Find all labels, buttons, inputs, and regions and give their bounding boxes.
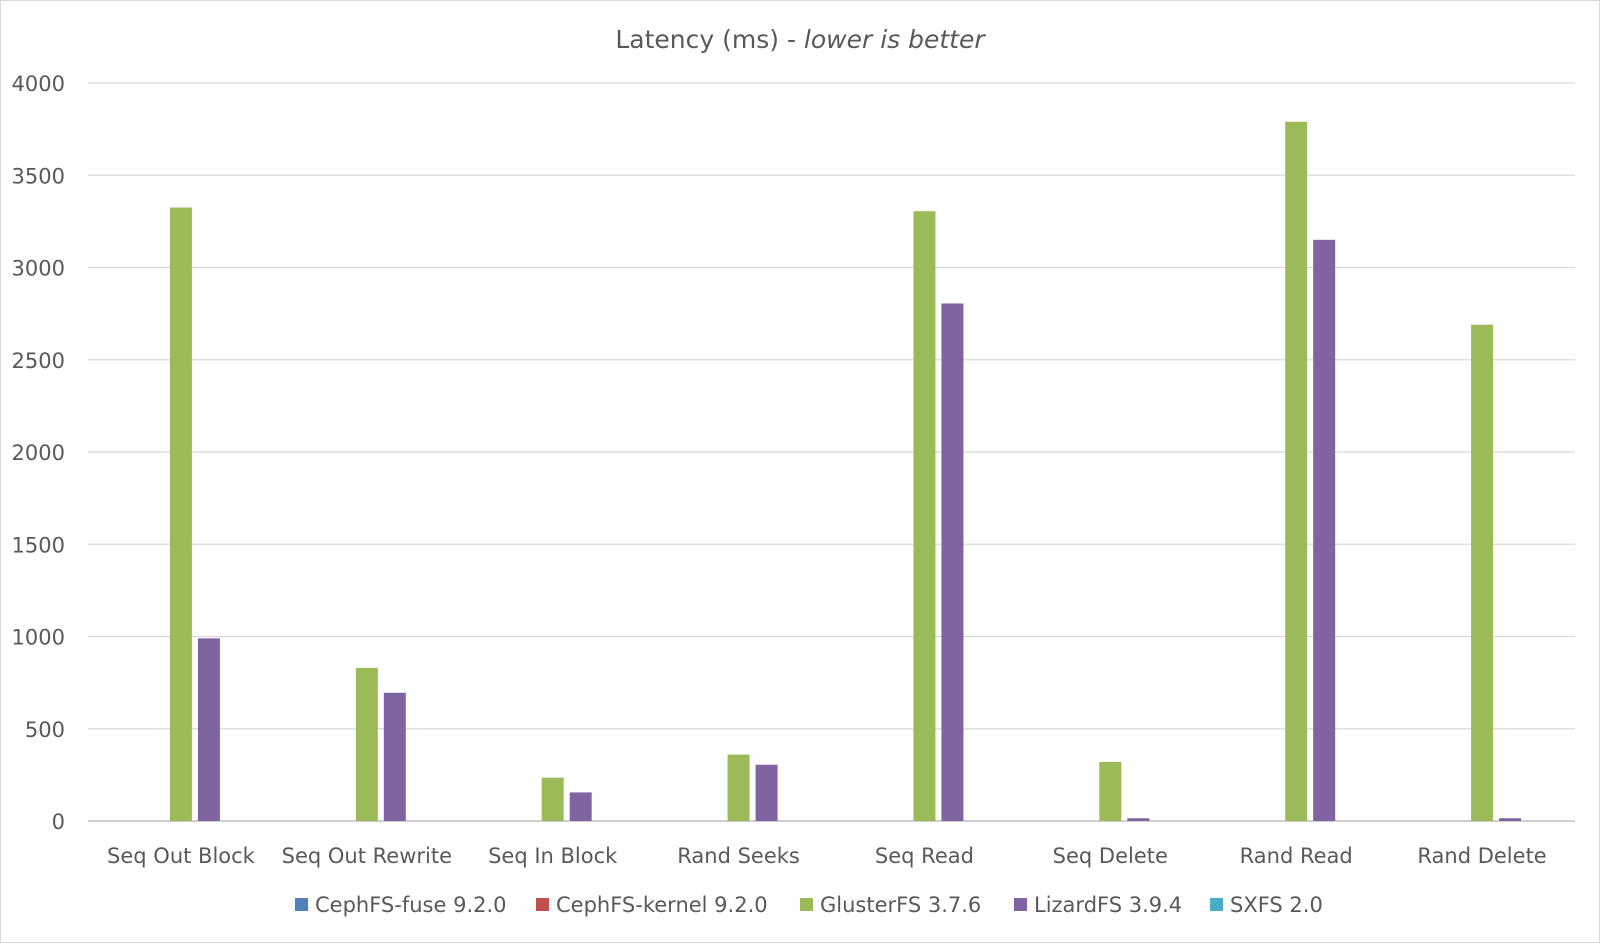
chart-title-main: Latency (ms) - bbox=[615, 25, 804, 54]
y-tick-label: 3500 bbox=[12, 164, 65, 188]
y-tick-label: 3000 bbox=[12, 257, 65, 281]
legend-entry-label: LizardFS 3.9.4 bbox=[1034, 893, 1182, 917]
legend-swatch bbox=[536, 898, 549, 911]
bar bbox=[355, 667, 378, 821]
legend-swatch bbox=[1014, 898, 1027, 911]
bar bbox=[541, 777, 564, 821]
legend-entry-label: CephFS-kernel 9.2.0 bbox=[556, 893, 768, 917]
x-category-label: Rand Read bbox=[1240, 844, 1353, 868]
y-tick-label: 0 bbox=[52, 810, 65, 834]
legend-entry-label: SXFS 2.0 bbox=[1230, 893, 1323, 917]
bar bbox=[941, 303, 964, 821]
bar bbox=[197, 638, 220, 821]
x-category-label: Rand Delete bbox=[1417, 844, 1546, 868]
y-tick-label: 500 bbox=[25, 718, 65, 742]
legend-swatch bbox=[1210, 898, 1223, 911]
bar bbox=[913, 211, 936, 822]
y-tick-label: 4000 bbox=[12, 72, 65, 96]
bar bbox=[1099, 761, 1122, 821]
y-tick-label: 1000 bbox=[12, 626, 65, 650]
bars bbox=[169, 121, 1522, 822]
x-category-label: Seq In Block bbox=[488, 844, 618, 868]
x-category-label: Seq Read bbox=[875, 844, 974, 868]
x-category-label: Rand Seeks bbox=[677, 844, 800, 868]
y-tick-label: 2500 bbox=[12, 349, 65, 373]
x-axis-categories: Seq Out Block Seq Out Rewrite Seq In Block… bbox=[107, 844, 1547, 868]
bar bbox=[755, 764, 778, 821]
x-category-label: Seq Delete bbox=[1053, 844, 1168, 868]
bar bbox=[569, 792, 592, 821]
bar bbox=[1471, 324, 1494, 821]
bar bbox=[1499, 818, 1522, 821]
y-axis-ticks: 0 500 1000 1500 2000 2500 3000 3500 4000 bbox=[12, 72, 65, 834]
y-tick-label: 1500 bbox=[12, 533, 65, 557]
chart-title: Latency (ms) - lower is better bbox=[615, 25, 986, 54]
bar bbox=[727, 754, 750, 821]
bar bbox=[1285, 121, 1308, 822]
chart-title-emphasis: lower is better bbox=[804, 25, 986, 54]
y-tick-label: 2000 bbox=[12, 441, 65, 465]
legend-swatch bbox=[800, 898, 813, 911]
legend-entry-label: CephFS-fuse 9.2.0 bbox=[315, 893, 507, 917]
legend: CephFS-fuse 9.2.0 CephFS-kernel 9.2.0 Glus… bbox=[295, 893, 1323, 917]
x-category-label: Seq Out Rewrite bbox=[282, 844, 452, 868]
bar bbox=[1313, 239, 1336, 821]
legend-entry-label: GlusterFS 3.7.6 bbox=[820, 893, 981, 917]
bar bbox=[169, 207, 192, 822]
gridlines bbox=[88, 82, 1575, 822]
bar bbox=[383, 692, 406, 821]
legend-swatch bbox=[295, 898, 308, 911]
bar bbox=[1127, 818, 1150, 821]
x-category-label: Seq Out Block bbox=[107, 844, 256, 868]
